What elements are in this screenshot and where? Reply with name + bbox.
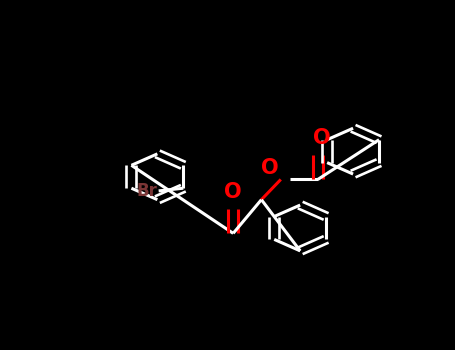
Text: O: O — [224, 182, 242, 202]
Text: O: O — [262, 158, 279, 178]
Text: Br: Br — [136, 182, 157, 200]
Text: O: O — [313, 128, 330, 148]
